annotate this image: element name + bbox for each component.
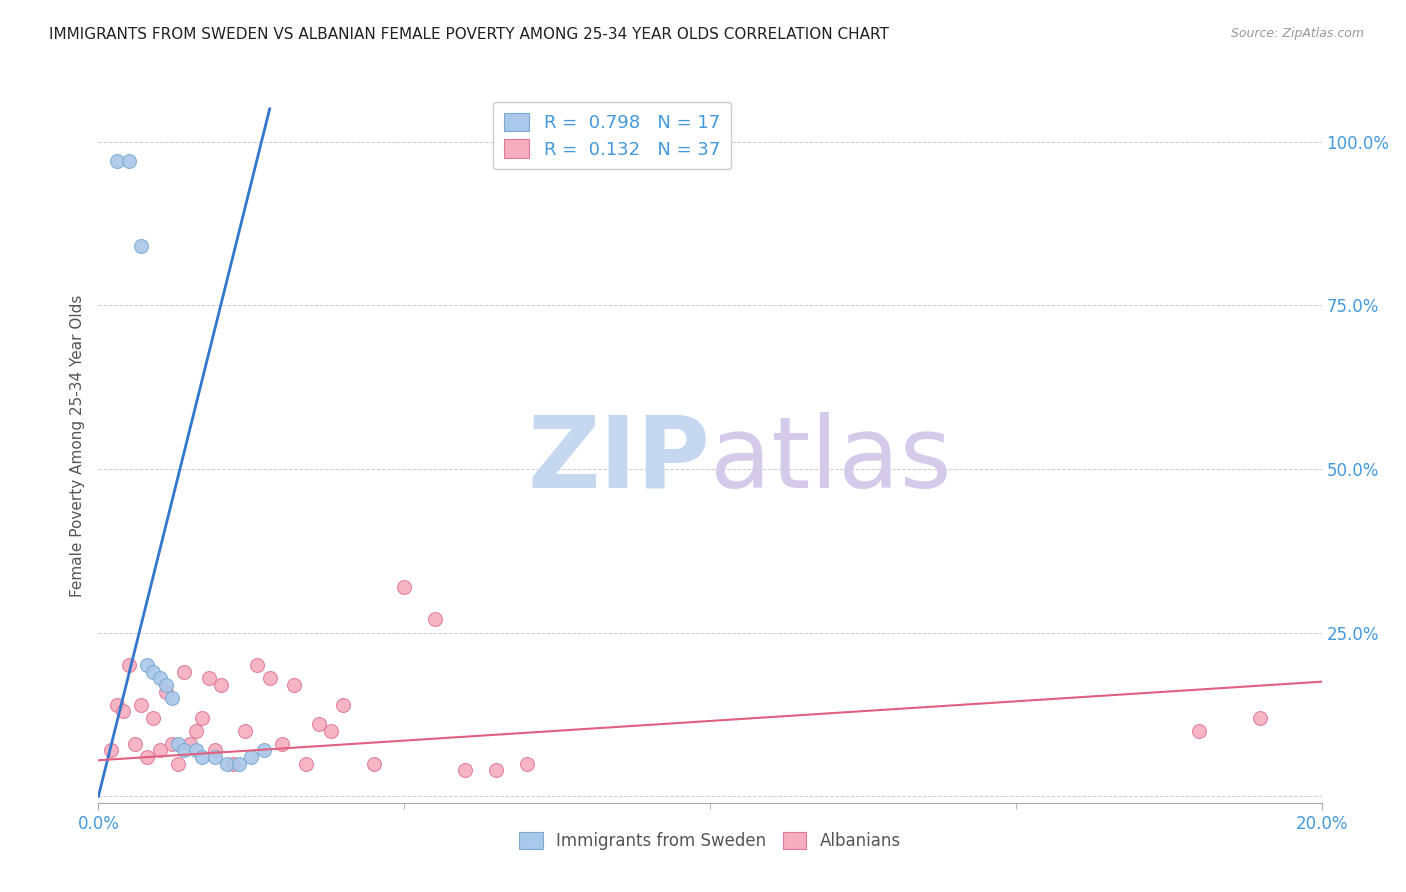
Point [392,580,416,594]
Point [319,723,342,738]
Point [160,691,183,706]
Point [191,750,214,764]
Point [204,750,226,764]
Point [485,763,508,777]
Point [105,154,128,169]
Point [155,678,177,692]
Point [1249,711,1271,725]
Point [191,711,214,725]
Point [186,723,208,738]
Point [167,756,190,771]
Point [1188,723,1211,738]
Point [204,743,226,757]
Point [308,717,330,731]
Point [149,743,172,757]
Point [173,665,195,679]
Point [142,711,165,725]
Point [423,612,446,626]
Point [454,763,477,777]
Point [240,750,263,764]
Point [246,658,269,673]
Y-axis label: Female Poverty Among 25-34 Year Olds: Female Poverty Among 25-34 Year Olds [69,295,84,597]
Point [209,678,232,692]
Legend: Immigrants from Sweden, Albanians: Immigrants from Sweden, Albanians [510,824,910,859]
Point [179,737,201,751]
Point [270,737,292,751]
Point [228,756,250,771]
Point [136,750,159,764]
Point [215,756,238,771]
Point [111,704,134,718]
Point [160,737,183,751]
Point [173,743,195,757]
Point [129,239,152,253]
Point [252,743,274,757]
Point [105,698,128,712]
Point [363,756,385,771]
Point [149,672,172,686]
Point [118,154,141,169]
Point [332,698,354,712]
Point [124,737,146,751]
Point [136,658,159,673]
Point [129,698,152,712]
Point [222,756,245,771]
Point [142,665,165,679]
Text: ZIP: ZIP [527,412,710,508]
Point [100,743,122,757]
Text: IMMIGRANTS FROM SWEDEN VS ALBANIAN FEMALE POVERTY AMONG 25-34 YEAR OLDS CORRELAT: IMMIGRANTS FROM SWEDEN VS ALBANIAN FEMAL… [49,27,889,42]
Point [155,684,177,698]
Point [197,672,219,686]
Point [283,678,305,692]
Text: Source: ZipAtlas.com: Source: ZipAtlas.com [1230,27,1364,40]
Point [259,672,281,686]
Point [118,658,141,673]
Point [186,743,208,757]
Point [233,723,256,738]
Point [167,737,190,751]
Point [516,756,538,771]
Text: atlas: atlas [710,412,952,508]
Point [295,756,318,771]
